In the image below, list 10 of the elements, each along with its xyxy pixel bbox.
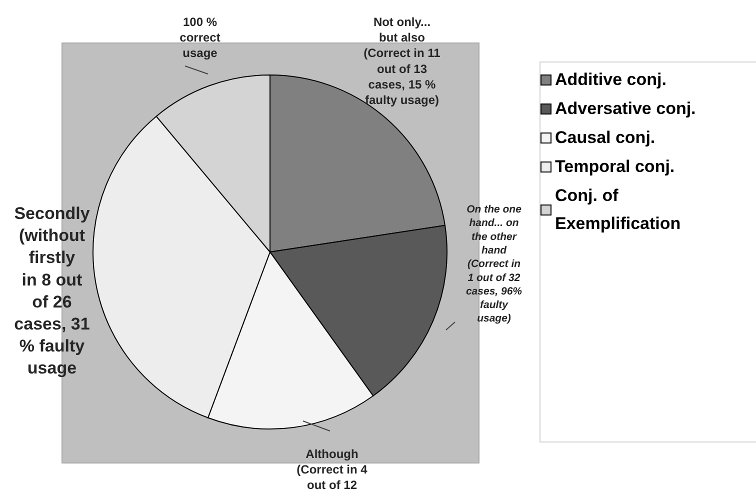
legend-label: Temporal conj.: [555, 157, 675, 176]
legend-label: Conj. of Exemplification: [555, 186, 681, 233]
text: Secondly (without firstly in 8 out of 26 cases, 31 % faulty usage: [14, 204, 90, 378]
legend-label: Causal conj.: [555, 128, 656, 147]
text: Not only... but also (Correct in 11 out of 13 cases, 15 % faulty usage): [364, 15, 441, 107]
text: Although (Correct in 4 out of 12: [296, 447, 368, 492]
text: 100 % correct usage: [180, 15, 220, 60]
legend-label: Additive conj.: [555, 70, 666, 89]
text: On the one hand... on the other hand (Correct in 1 out of 32 cases, 96% faulty usage): [466, 204, 522, 325]
legend-label: Adversative conj.: [555, 99, 696, 118]
